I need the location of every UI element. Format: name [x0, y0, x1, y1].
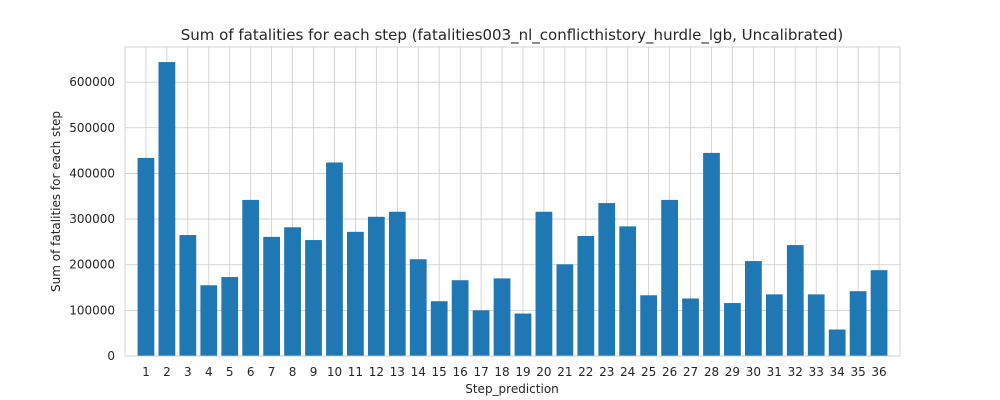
x-tick-label: 10: [327, 365, 342, 379]
x-tick-label: 15: [432, 365, 447, 379]
bar-step-35: [849, 291, 867, 356]
x-tick-label: 24: [620, 365, 635, 379]
x-tick-label: 17: [473, 365, 488, 379]
bar-step-24: [619, 226, 637, 356]
bar-step-19: [514, 313, 532, 356]
y-axis-label: Sum of fatalities for each step: [49, 111, 63, 292]
y-tick-labels: 0 100000 200000 300000 400000 500000 600000: [69, 75, 115, 363]
y-tick-label: 200000: [69, 258, 115, 272]
x-tick-labels: 1 2 3 4 5 6 7 8 9 10 11 12 13 14 15 16 17 18 19 20 21 22 23 24 2…: [142, 365, 887, 379]
x-tick-label: 16: [452, 365, 467, 379]
bar-step-15: [430, 301, 448, 356]
x-tick-label: 13: [390, 365, 405, 379]
bar-step-9: [305, 240, 322, 356]
bar-step-5: [221, 277, 239, 356]
x-tick-label: 29: [725, 365, 740, 379]
bar-step-7: [263, 236, 280, 356]
x-tick-label: 23: [599, 365, 614, 379]
bar-step-12: [367, 216, 385, 356]
bar-step-23: [598, 203, 616, 356]
x-tick-label: 31: [767, 365, 782, 379]
x-tick-label: 19: [515, 365, 530, 379]
chart-title: Sum of fatalities for each step (fatalit…: [181, 26, 844, 45]
x-tick-label: 26: [662, 365, 677, 379]
y-tick-label: 0: [107, 349, 115, 363]
x-tick-label: 36: [871, 365, 886, 379]
x-tick-label: 1: [142, 365, 150, 379]
plot-frame: [124, 46, 901, 357]
bar-step-6: [242, 199, 260, 356]
bar-step-11: [347, 231, 364, 356]
x-tick-label: 22: [578, 365, 593, 379]
y-tick-label: 600000: [69, 75, 115, 89]
bar-step-3: [179, 235, 197, 356]
bar-step-14: [409, 259, 427, 356]
x-tick-label: 33: [809, 365, 824, 379]
x-tick-label: 30: [746, 365, 761, 379]
x-tick-label: 11: [348, 365, 363, 379]
bar-step-1: [137, 157, 155, 356]
bar-step-20: [535, 211, 553, 356]
x-tick-label: 18: [494, 365, 509, 379]
x-tick-label: 21: [557, 365, 572, 379]
bar-step-18: [493, 278, 511, 356]
bar-step-27: [682, 298, 699, 356]
bar-step-33: [807, 294, 825, 356]
bar-step-36: [870, 270, 888, 356]
x-tick-label: 34: [830, 365, 845, 379]
bar-step-30: [745, 261, 762, 356]
x-tick-label: 20: [536, 365, 551, 379]
bar-layer: [137, 62, 888, 356]
x-tick-label: 2: [163, 365, 171, 379]
y-tick-label: 300000: [69, 212, 115, 226]
bar-step-29: [724, 303, 741, 356]
bar-step-34: [828, 329, 846, 356]
x-axis-label: Step_prediction: [465, 382, 559, 396]
bar-step-4: [200, 285, 218, 356]
x-tick-label: 14: [411, 365, 426, 379]
bar-step-13: [388, 211, 406, 356]
bar-step-25: [640, 295, 658, 356]
x-tick-label: 6: [247, 365, 255, 379]
bar-step-21: [556, 264, 574, 356]
x-tick-label: 3: [184, 365, 192, 379]
bar-step-2: [158, 62, 176, 356]
grid-layer: [125, 47, 900, 357]
x-tick-label: 9: [310, 365, 318, 379]
x-tick-label: 35: [850, 365, 865, 379]
x-tick-label: 7: [268, 365, 276, 379]
x-tick-label: 32: [788, 365, 803, 379]
bar-step-26: [661, 199, 678, 356]
bar-step-32: [786, 245, 804, 356]
bar-step-22: [577, 235, 595, 356]
x-tick-label: 5: [226, 365, 234, 379]
bar-step-8: [284, 227, 301, 356]
bar-step-10: [326, 162, 343, 356]
y-tick-label: 100000: [69, 303, 115, 317]
x-tick-label: 4: [205, 365, 213, 379]
bar-step-28: [703, 152, 720, 356]
x-tick-label: 12: [369, 365, 384, 379]
bar-step-16: [451, 280, 469, 356]
y-tick-label: 400000: [69, 166, 115, 180]
x-tick-label: 8: [289, 365, 297, 379]
bar-step-17: [472, 310, 490, 356]
x-tick-label: 28: [704, 365, 719, 379]
y-tick-label: 500000: [69, 121, 115, 135]
x-tick-label: 25: [641, 365, 656, 379]
x-tick-label: 27: [683, 365, 698, 379]
bar-step-31: [765, 294, 783, 356]
